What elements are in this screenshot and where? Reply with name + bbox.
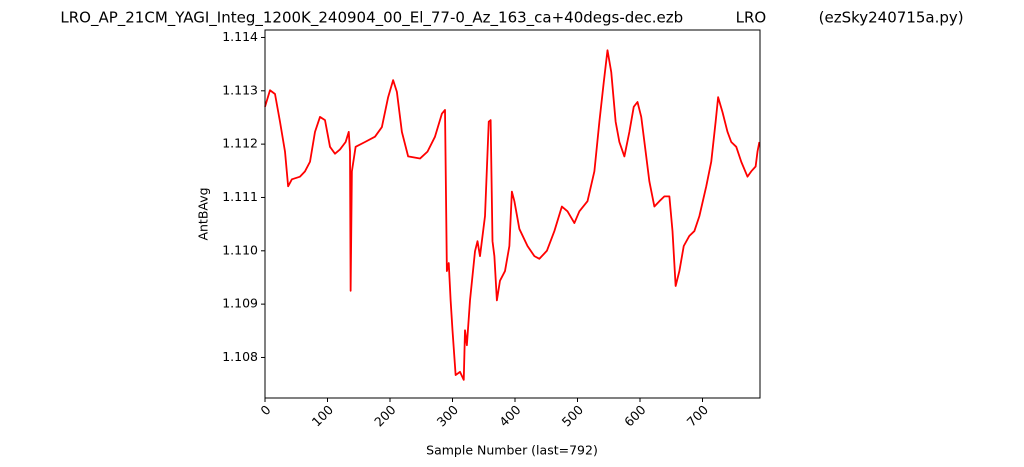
y-tick-label: 1.111 [222, 189, 258, 204]
x-axis-label: Sample Number (last=792) [426, 443, 598, 458]
x-tick-label: 500 [559, 402, 587, 430]
y-tick-label: 1.112 [222, 136, 258, 151]
axes-frame [264, 29, 761, 399]
y-tick-label: 1.110 [222, 242, 258, 257]
y-axis-label: AntBAvg [196, 187, 211, 240]
x-tick-label: 100 [309, 402, 337, 430]
x-tick-label: 700 [684, 402, 712, 430]
data-line [264, 49, 761, 381]
y-tick-label: 1.114 [222, 29, 258, 44]
x-tick-label: 300 [434, 402, 462, 430]
x-tick-label: 600 [621, 402, 649, 430]
y-tick-label: 1.113 [222, 82, 258, 97]
y-tick-label: 1.108 [222, 349, 258, 364]
x-tick-label: 0 [257, 402, 273, 418]
y-tick-label: 1.109 [222, 296, 258, 311]
chart-title: LRO_AP_21CM_YAGI_Integ_1200K_240904_00_E… [60, 9, 963, 28]
x-tick-label: 200 [371, 402, 399, 430]
x-tick-label: 400 [496, 402, 524, 430]
